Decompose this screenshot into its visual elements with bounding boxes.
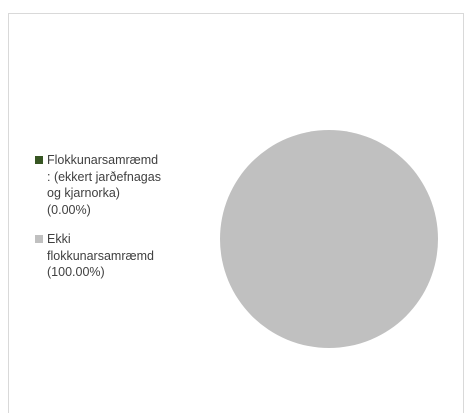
pie-slice-not-taxonomy-aligned: [220, 130, 438, 348]
chart-legend: Flokkunarsamræmd : (ekkert jarðefnagas o…: [35, 152, 205, 294]
legend-entry-taxonomy-aligned: Flokkunarsamræmd : (ekkert jarðefnagas o…: [35, 152, 205, 218]
legend-entry-not-taxonomy-aligned: Ekki flokkunarsamræmd (100.00%): [35, 231, 205, 281]
legend-label-taxonomy-aligned: Flokkunarsamræmd : (ekkert jarðefnagas o…: [47, 153, 161, 217]
legend-label-not-taxonomy-aligned: Ekki flokkunarsamræmd (100.00%): [47, 232, 154, 279]
legend-swatch-not-taxonomy-aligned: [35, 235, 43, 243]
pie-slices: [220, 130, 438, 348]
legend-swatch-taxonomy-aligned: [35, 156, 43, 164]
